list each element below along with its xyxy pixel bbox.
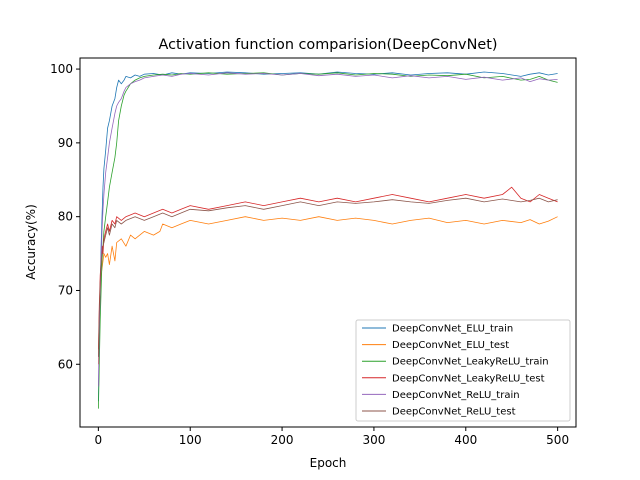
series-line-2 [98, 216, 558, 365]
legend-label: DeepConvNet_ReLU_test [392, 407, 516, 418]
legend-label: DeepConvNet_ELU_train [392, 324, 513, 335]
series-line-4 [98, 186, 558, 350]
x-tick-label: 500 [546, 433, 569, 447]
x-tick-label: 200 [271, 433, 294, 447]
legend-label: DeepConvNet_ELU_test [392, 340, 509, 351]
x-tick-label: 400 [454, 433, 477, 447]
series-line-6 [98, 197, 558, 357]
y-tick-label: 100 [50, 62, 73, 76]
x-axis-label: Epoch [310, 456, 347, 470]
x-tick-label: 300 [362, 433, 385, 447]
y-tick-label: 80 [58, 210, 73, 224]
y-axis: 60 70 80 90 100 [50, 62, 80, 371]
x-axis: 0 100 200 300 400 500 [95, 427, 569, 447]
axes-frame [79, 57, 577, 428]
y-axis-label: Accuracy(%) [24, 204, 38, 280]
legend-label: DeepConvNet_LeakyReLU_test [392, 373, 545, 384]
x-tick-label: 0 [95, 433, 103, 447]
y-tick-label: 60 [58, 357, 73, 371]
y-tick-label: 70 [58, 283, 73, 297]
legend-label: DeepConvNet_LeakyReLU_train [392, 357, 549, 368]
series-line-5 [98, 72, 558, 387]
plot-area [98, 71, 558, 409]
legend-box [355, 319, 571, 422]
series-line-1 [98, 71, 558, 402]
legend-label: DeepConvNet_ReLU_train [392, 390, 520, 401]
x-tick-label: 100 [179, 433, 202, 447]
y-tick-label: 90 [58, 136, 73, 150]
series-line-3 [98, 72, 558, 409]
chart-title: Activation function comparision(DeepConv… [159, 37, 498, 53]
legend: DeepConvNet_ELU_train DeepConvNet_ELU_tes… [355, 319, 571, 422]
